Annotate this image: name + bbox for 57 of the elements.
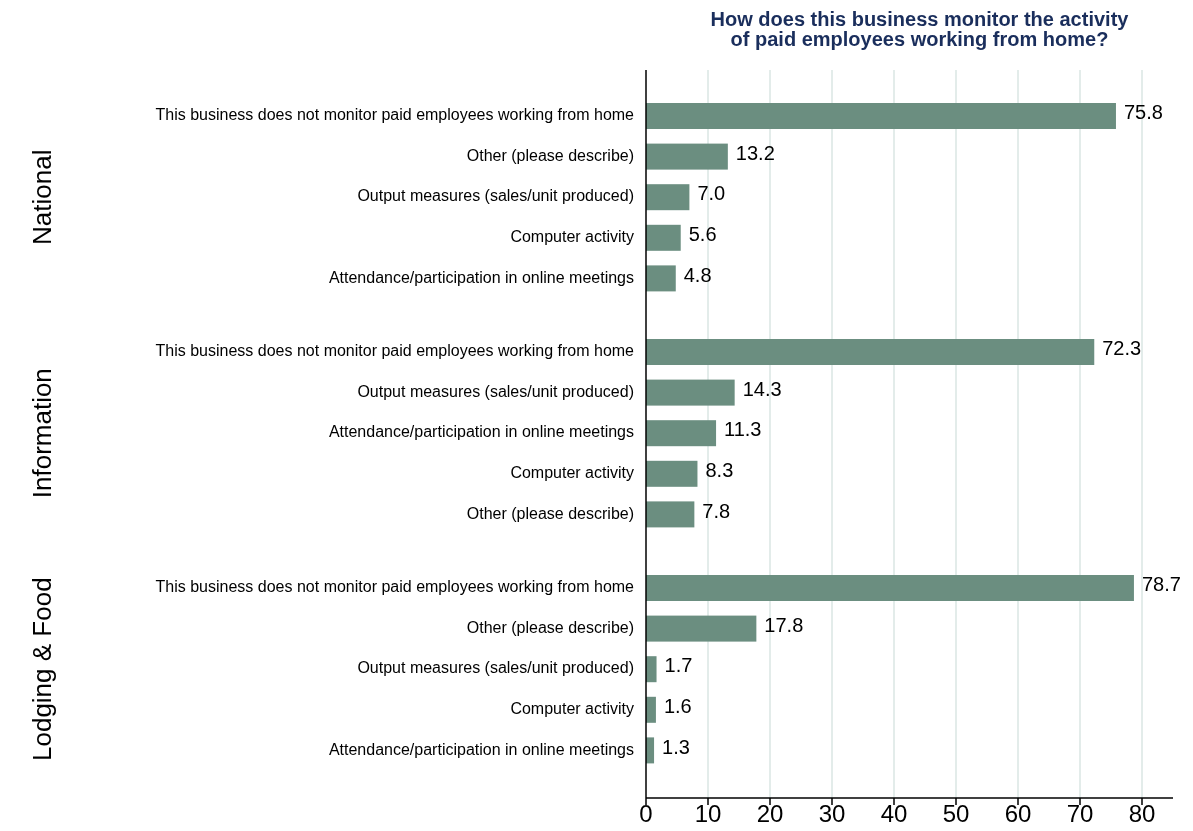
y-axis-title: Information	[26, 368, 57, 499]
data-label: 14.3	[742, 377, 782, 400]
y-axis-title: National	[26, 149, 57, 245]
data-label: 78.7	[1141, 573, 1181, 596]
y-tick-label: Other (please describe)	[466, 618, 634, 636]
data-label: 13.2	[735, 141, 775, 164]
bar	[646, 575, 1134, 601]
data-label: 17.8	[764, 613, 804, 636]
data-label: 75.8	[1123, 101, 1163, 124]
y-tick-label: Output measures (sales/unit produced)	[357, 659, 634, 677]
bar	[646, 420, 717, 447]
bar	[646, 460, 698, 487]
x-tick-label: 0	[639, 800, 653, 827]
y-tick-label: Other (please describe)	[466, 146, 634, 164]
x-tick-label: 70	[1066, 800, 1094, 827]
data-label: 7.8	[702, 499, 731, 522]
chart-title: How does this business monitor the activity of paid employees working from home?	[710, 8, 1130, 50]
bar	[646, 184, 690, 211]
data-label: 8.3	[705, 459, 734, 482]
bar	[646, 339, 1095, 365]
x-tick-label: 40	[880, 800, 908, 827]
x-tick-label: 60	[1004, 800, 1032, 827]
x-tick-label: 80	[1128, 800, 1156, 827]
bar	[646, 501, 695, 528]
y-tick-label: Attendance/participation in online meetings	[328, 268, 634, 286]
bar	[646, 656, 657, 683]
x-tick-label: 20	[756, 800, 784, 827]
y-axis-title: Lodging & Food	[26, 577, 57, 761]
data-label: 1.6	[663, 695, 692, 718]
data-label: 7.0	[697, 182, 726, 205]
y-tick-label: This business does not monitor paid employees working from home	[155, 342, 635, 360]
y-tick-label: Other (please describe)	[466, 504, 634, 522]
y-tick-label: Computer activity	[510, 464, 634, 482]
bar	[646, 224, 681, 251]
y-tick-label: Output measures (sales/unit produced)	[357, 382, 634, 400]
y-tick-label: This business does not monitor paid employees working from home	[155, 106, 635, 124]
bar	[646, 143, 728, 170]
bar	[646, 103, 1116, 129]
y-tick-label: This business does not monitor paid employees working from home	[155, 578, 635, 596]
data-label: 5.6	[688, 223, 717, 246]
bar	[646, 696, 656, 723]
data-label: 72.3	[1102, 337, 1142, 360]
y-tick-label: Computer activity	[510, 700, 634, 718]
bar	[646, 379, 735, 406]
y-tick-label: Attendance/participation in online meetings	[328, 740, 634, 758]
data-label: 11.3	[724, 418, 762, 441]
y-tick-label: Attendance/participation in online meetings	[328, 423, 634, 441]
data-label: 1.7	[664, 654, 693, 677]
bar	[646, 265, 676, 292]
x-tick-label: 10	[694, 800, 722, 827]
x-tick-label: 50	[942, 800, 970, 827]
data-label: 4.8	[683, 263, 712, 286]
y-tick-label: Output measures (sales/unit produced)	[357, 187, 634, 205]
x-tick-label: 30	[818, 800, 846, 827]
y-tick-label: Computer activity	[510, 228, 634, 246]
bar	[646, 615, 757, 642]
data-label: 1.3	[662, 735, 690, 758]
